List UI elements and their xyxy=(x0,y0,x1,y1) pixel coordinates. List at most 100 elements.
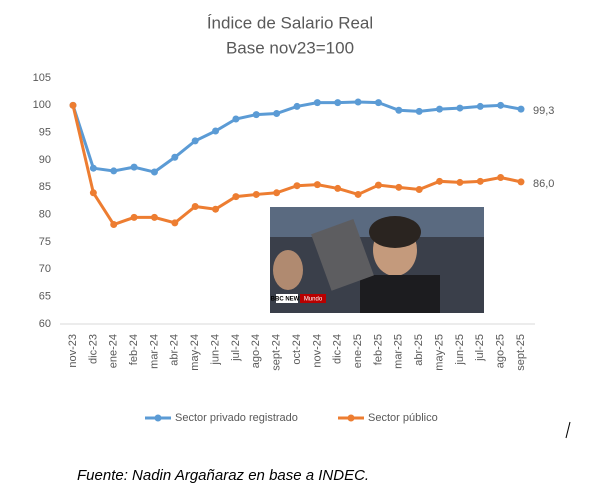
series-marker xyxy=(415,107,423,115)
photo-section: Mundo xyxy=(304,297,323,303)
value-label: 86,0 xyxy=(533,178,554,190)
photo-person xyxy=(273,250,303,290)
x-tick-label: ene-24 xyxy=(108,334,120,368)
value-label: 99,3 xyxy=(533,105,554,117)
x-tick-label: may-24 xyxy=(189,334,201,371)
series-marker xyxy=(212,205,220,213)
legend-marker xyxy=(347,414,355,422)
series-marker xyxy=(313,181,321,189)
series-marker xyxy=(150,168,158,176)
series-marker xyxy=(89,189,97,197)
series-line xyxy=(71,100,522,174)
series-marker xyxy=(69,101,77,109)
series-marker xyxy=(334,99,342,107)
legend-marker xyxy=(154,414,162,422)
x-tick-label: sept-24 xyxy=(271,334,283,371)
photo-brand: BBC NEWS xyxy=(271,297,304,303)
series-marker xyxy=(436,105,444,113)
legend-label: Sector privado registrado xyxy=(175,412,298,424)
x-tick-label: dic-24 xyxy=(332,334,344,364)
y-tick-label: 85 xyxy=(39,181,51,193)
chart-title: Índice de Salario Real xyxy=(207,13,373,32)
series-marker xyxy=(313,99,321,107)
series-marker xyxy=(232,115,240,123)
series-marker xyxy=(293,102,301,110)
stray-mark xyxy=(565,421,571,439)
series-marker xyxy=(374,99,382,107)
y-tick-label: 70 xyxy=(39,263,51,275)
y-tick-label: 95 xyxy=(39,127,51,139)
series-marker xyxy=(395,106,403,114)
legend-label: Sector público xyxy=(368,412,438,424)
x-tick-label: jun-24 xyxy=(209,334,221,366)
series-marker xyxy=(252,190,260,198)
series-marker xyxy=(354,98,362,106)
series-marker xyxy=(171,219,179,227)
series-marker xyxy=(130,163,138,171)
series-marker xyxy=(497,173,505,181)
series-marker xyxy=(191,137,199,145)
chart-subtitle: Base nov23=100 xyxy=(226,38,354,57)
x-tick-label: jul-24 xyxy=(230,334,242,362)
series-marker xyxy=(354,190,362,198)
series-marker xyxy=(374,181,382,189)
series-marker xyxy=(232,193,240,201)
x-tick-label: ago-25 xyxy=(495,334,507,368)
x-tick-label: may-25 xyxy=(433,334,445,371)
series-marker xyxy=(436,177,444,185)
series-marker xyxy=(476,177,484,185)
y-tick-label: 100 xyxy=(33,99,51,111)
series-marker xyxy=(150,213,158,221)
source: Fuente: Nadin Argañaraz en base a INDEC. xyxy=(77,467,369,484)
photo-logo-box xyxy=(276,294,298,303)
series-line xyxy=(71,104,522,227)
series-marker xyxy=(395,183,403,191)
series-marker xyxy=(273,189,281,197)
y-tick-label: 65 xyxy=(39,291,51,303)
x-tick-label: ene-25 xyxy=(352,334,364,368)
series-marker xyxy=(456,104,464,112)
x-tick-label: ago-24 xyxy=(250,334,262,368)
x-tick-label: nov-24 xyxy=(311,334,323,368)
y-tick-label: 105 xyxy=(33,72,51,84)
x-tick-label: abr-25 xyxy=(413,334,425,366)
series-marker xyxy=(476,102,484,110)
series-marker xyxy=(517,105,525,113)
series-marker xyxy=(212,127,220,135)
x-tick-label: nov-23 xyxy=(67,334,79,368)
x-tick-label: mar-25 xyxy=(393,334,405,369)
x-tick-label: oct-24 xyxy=(291,334,303,365)
series-marker xyxy=(130,213,138,221)
x-tick-label: dic-23 xyxy=(87,334,99,364)
x-tick-label: jun-25 xyxy=(454,334,466,366)
y-tick-label: 80 xyxy=(39,209,51,221)
series-marker xyxy=(293,182,301,190)
series-marker xyxy=(497,101,505,109)
series-marker xyxy=(415,186,423,194)
photo-section-box xyxy=(300,294,326,303)
photo-chainsaw xyxy=(311,218,374,291)
x-tick-label: feb-24 xyxy=(128,334,140,365)
photo-hair xyxy=(369,216,421,248)
series-marker xyxy=(273,110,281,118)
series-marker xyxy=(110,167,118,175)
series-marker xyxy=(191,202,199,210)
series-marker xyxy=(171,153,179,161)
x-tick-label: jul-25 xyxy=(474,334,486,362)
x-tick-label: feb-25 xyxy=(372,334,384,365)
series-marker xyxy=(89,164,97,172)
x-tick-label: sept-25 xyxy=(515,334,527,371)
series-marker xyxy=(110,221,118,229)
x-tick-label: abr-24 xyxy=(169,334,181,366)
series-marker xyxy=(456,178,464,186)
photo-jacket xyxy=(360,275,440,313)
y-tick-label: 75 xyxy=(39,236,51,248)
series-marker xyxy=(252,111,260,119)
y-tick-label: 90 xyxy=(39,154,51,166)
y-tick-label: 60 xyxy=(39,318,51,330)
series-marker xyxy=(517,178,525,186)
x-tick-label: mar-24 xyxy=(148,334,160,369)
photo: BBC NEWS Mundo xyxy=(270,207,484,313)
series-marker xyxy=(334,184,342,192)
